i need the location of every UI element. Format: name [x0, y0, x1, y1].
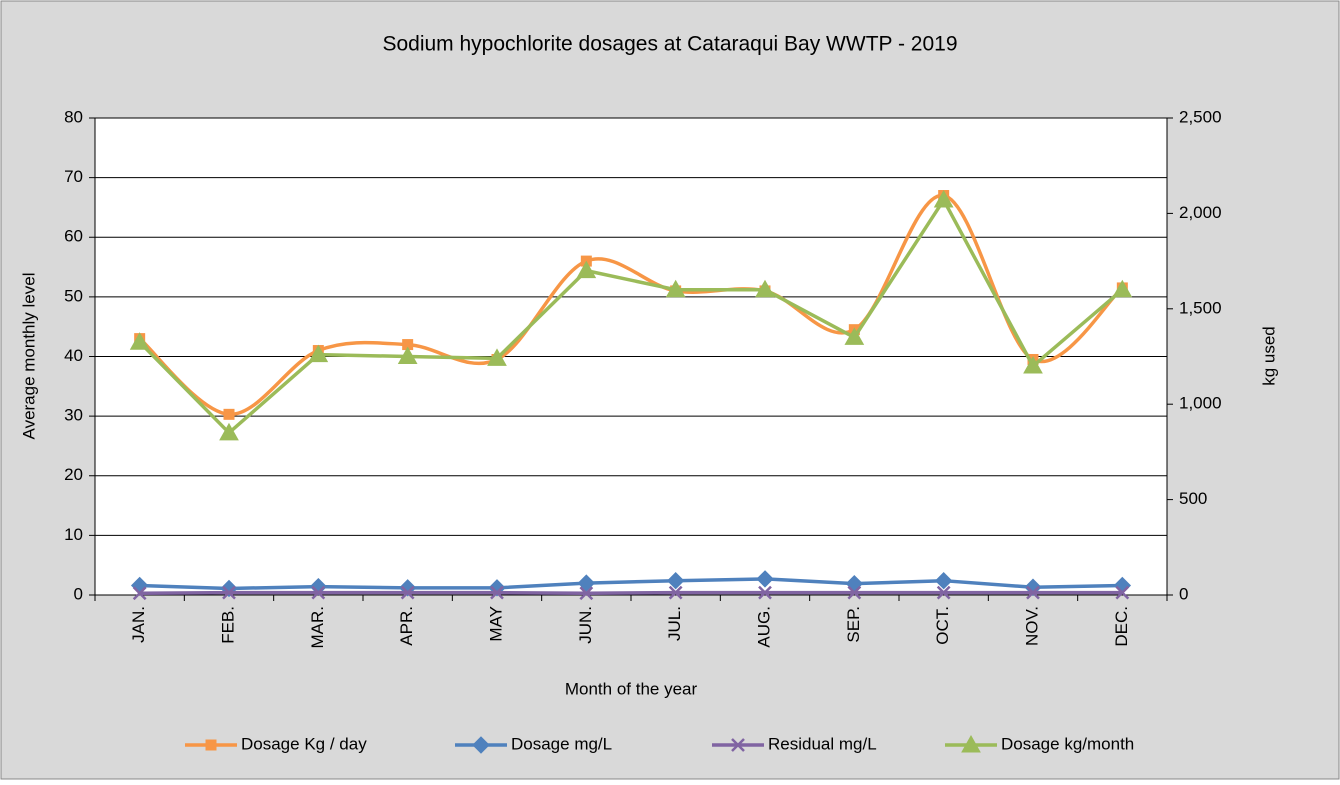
data-point: [934, 571, 953, 590]
series-line: [138, 193, 1124, 417]
data-point: [668, 585, 683, 600]
data-point: [665, 279, 686, 298]
legend-label: Dosage mg/L: [511, 734, 612, 753]
data-point: [579, 586, 594, 601]
series-line: [139, 590, 1123, 595]
x-tick-label: JUN.: [576, 606, 595, 644]
y-tick-label: 80: [64, 107, 83, 126]
y2-tick-label: 2,500: [1179, 107, 1222, 126]
data-point: [222, 585, 236, 600]
x-tick-label: SEP.: [844, 606, 863, 643]
legend-label: Dosage kg/month: [1001, 734, 1134, 753]
x-tick-label: AUG.: [754, 606, 773, 648]
data-point: [933, 190, 954, 208]
data-point: [311, 585, 326, 600]
y2-tick-label: 1,500: [1179, 298, 1222, 317]
y2-tick-label: 0: [1179, 584, 1188, 603]
data-point: [577, 574, 596, 592]
data-point: [400, 585, 415, 600]
x-tick-label: NOV.: [1022, 606, 1041, 646]
data-point: [755, 279, 775, 298]
legend-marker: [731, 738, 745, 752]
y-tick-label: 20: [64, 465, 83, 484]
data-point: [397, 346, 418, 364]
y-tick-label: 0: [74, 584, 83, 603]
x-tick-label: APR.: [397, 606, 416, 646]
legend-marker: [205, 739, 217, 751]
data-point: [308, 344, 329, 363]
y2-tick-label: 1,000: [1179, 394, 1222, 413]
x-tick-label: MAR.: [308, 606, 327, 649]
y-tick-label: 50: [64, 286, 83, 305]
y-tick-label: 40: [64, 346, 83, 365]
data-point: [758, 585, 772, 600]
data-point: [223, 408, 235, 420]
legend-label: Dosage Kg / day: [241, 734, 367, 753]
data-point: [219, 422, 239, 441]
y-tick-label: 60: [64, 227, 83, 246]
y2-tick-label: 2,000: [1179, 203, 1222, 222]
chart-title: Sodium hypochlorite dosages at Cataraqui…: [382, 33, 957, 56]
series-line: [138, 198, 1124, 435]
y-tick-label: 10: [64, 525, 83, 544]
data-point: [490, 585, 504, 600]
x-tick-label: DEC.: [1112, 606, 1131, 647]
legend-marker: [472, 736, 490, 754]
y-tick-label: 70: [64, 167, 83, 186]
data-point: [1024, 578, 1042, 596]
legend-marker: [961, 734, 981, 753]
x-tick-label: OCT.: [933, 606, 952, 645]
data-point: [576, 260, 597, 279]
x-tick-label: FEB.: [218, 606, 237, 644]
data-point: [487, 348, 507, 366]
x-axis-title: Month of the year: [565, 679, 698, 698]
y2-axis-title: kg used: [1259, 326, 1278, 386]
legend-label: Residual mg/L: [768, 734, 877, 753]
data-point: [847, 585, 862, 600]
data-point: [309, 577, 328, 596]
y-axis-title: Average monthly level: [19, 273, 38, 440]
data-point: [1112, 279, 1133, 298]
data-point: [756, 570, 774, 588]
data-point: [1026, 585, 1040, 600]
x-tick-label: JUL.: [665, 606, 684, 641]
data-point: [844, 327, 865, 345]
y-tick-label: 30: [64, 406, 83, 425]
data-point: [936, 585, 951, 600]
data-point: [132, 586, 147, 601]
data-point: [1115, 585, 1130, 600]
series-line: [139, 577, 1123, 591]
y2-tick-label: 500: [1179, 489, 1207, 508]
data-point: [1023, 356, 1043, 374]
data-point: [129, 332, 150, 350]
x-tick-label: JAN.: [129, 606, 148, 643]
data-point: [666, 571, 685, 590]
x-tick-label: MAY: [486, 606, 505, 642]
